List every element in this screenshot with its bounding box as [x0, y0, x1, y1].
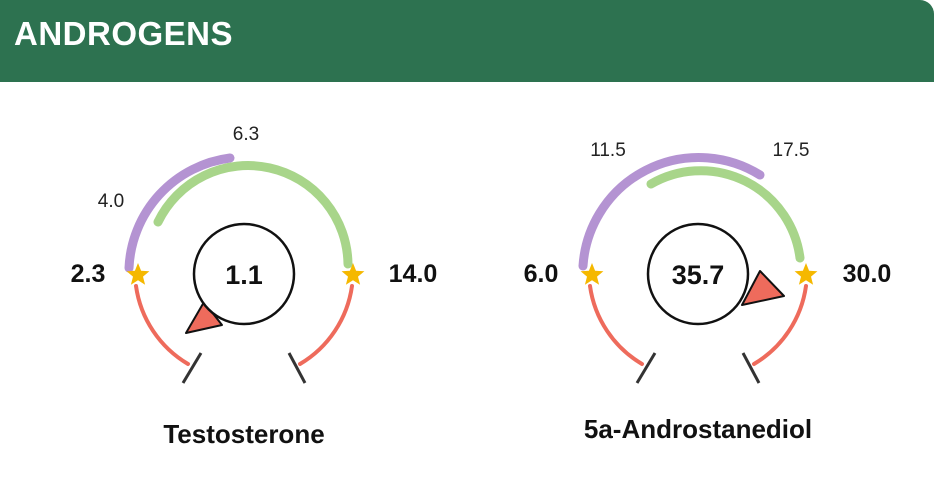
normal-range-arc	[124, 153, 235, 273]
section-header: ANDROGENS	[0, 0, 934, 82]
scale-end-tick-low	[635, 352, 657, 384]
pointer-indicator	[741, 270, 785, 306]
star-icon	[580, 263, 604, 285]
optimal-high-label: 6.3	[233, 124, 259, 145]
out-of-range-arc-low	[588, 284, 644, 366]
range-max-label: 30.0	[843, 260, 892, 288]
normal-range-arc	[578, 153, 765, 271]
current-value: 35.7	[672, 260, 725, 290]
gauge-name-5a-androstanediol: 5a-Androstanediol	[583, 414, 813, 444]
range-min-label: 6.0	[524, 260, 559, 288]
star-icon	[126, 263, 150, 285]
optimal-range-arc	[153, 161, 353, 269]
optimal-range-arc	[646, 166, 805, 263]
value-circle	[646, 222, 750, 326]
value-circle	[192, 222, 296, 326]
current-value: 1.1	[225, 260, 263, 290]
range-min-label: 2.3	[71, 260, 106, 288]
out-of-range-arc-high	[752, 284, 808, 366]
gauge-testosterone: 1.1 2.3 14.0 4.0 6.3	[71, 124, 438, 384]
scale-end-tick-high	[741, 352, 761, 384]
gauge-name-testosterone: Testosterone	[163, 419, 325, 449]
optimal-low-label: 11.5	[590, 140, 626, 161]
gauge-5a-androstanediol: 35.7 6.0 30.0 11.5 17.5	[524, 140, 892, 384]
section-title: ANDROGENS	[14, 15, 234, 52]
optimal-high-label: 17.5	[773, 140, 810, 161]
star-icon	[341, 263, 365, 285]
out-of-range-arc-high	[298, 284, 354, 366]
out-of-range-arc-low	[134, 284, 190, 366]
scale-end-tick-low	[181, 352, 203, 384]
range-max-label: 14.0	[389, 260, 438, 288]
star-icon	[794, 263, 818, 285]
optimal-low-label: 4.0	[98, 191, 124, 212]
scale-end-tick-high	[287, 352, 307, 384]
